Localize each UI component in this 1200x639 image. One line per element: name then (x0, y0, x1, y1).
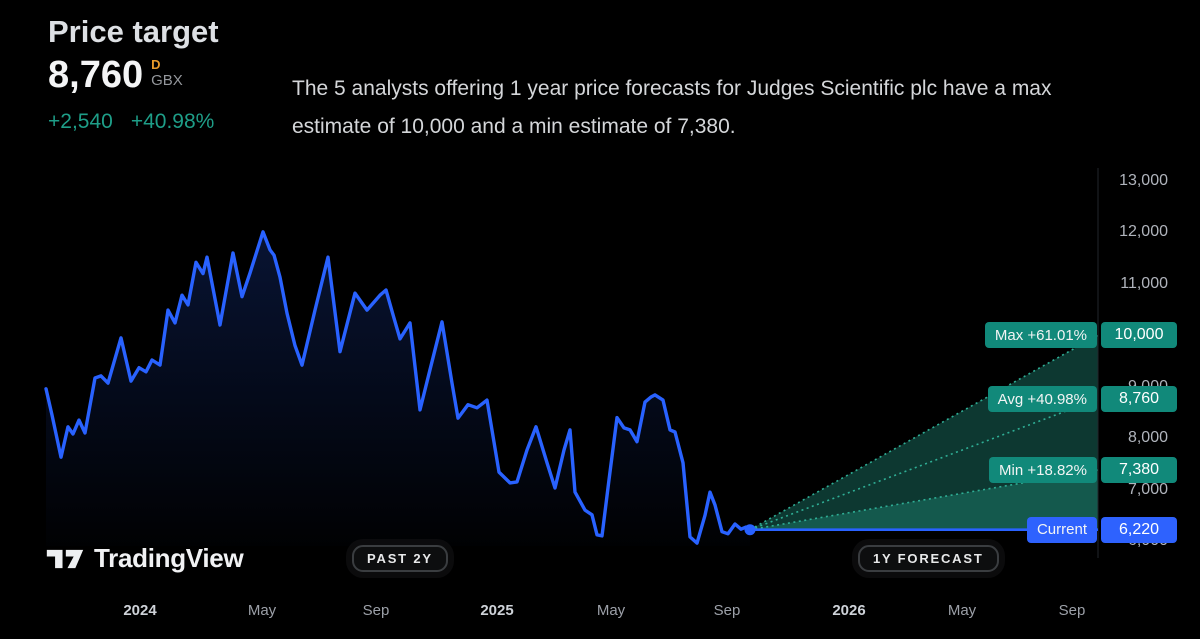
x-axis-tick: Sep (362, 602, 390, 619)
price-flags: D GBX (151, 57, 183, 90)
page-title: Price target (48, 14, 219, 49)
price-change-row: +2,540 +40.98% (48, 110, 214, 134)
min-target-badge: Min +18.82% (989, 457, 1097, 484)
x-axis-tick: May (247, 602, 277, 619)
x-axis-tick: 2024 (123, 602, 157, 619)
x-axis-tick: 2026 (832, 602, 866, 619)
price-target-row: 8,760 D GBX (48, 56, 183, 94)
avg-axis-badge: 8,760 (1101, 386, 1177, 413)
tradingview-logo-text: TradingView (94, 543, 244, 573)
y-axis-tick: 12,000 (1119, 223, 1168, 241)
change-percent: +40.98% (130, 110, 215, 133)
current-price-badge: Current (1026, 516, 1097, 543)
currency-label: GBX (151, 72, 183, 89)
x-axis-tick: 2025 (480, 602, 514, 619)
price-target-value: 8,760 (48, 54, 144, 96)
avg-target-badge: Avg +40.98% (987, 386, 1097, 413)
y-axis-tick: 11,000 (1120, 274, 1168, 292)
y-axis-tick: 7,000 (1127, 480, 1168, 498)
max-axis-badge: 10,000 (1101, 322, 1177, 349)
tradingview-logo-icon (46, 549, 84, 568)
min-axis-badge: 7,380 (1101, 457, 1177, 484)
delayed-data-flag[interactable]: D (151, 57, 161, 72)
forecast-range-pill[interactable]: 1Y FORECAST (858, 545, 999, 572)
avg-target-label: Avg +40.98% (997, 390, 1087, 408)
max-target-label: Max +61.01% (994, 326, 1087, 344)
x-axis-tick: May (947, 602, 977, 619)
min-target-label: Min +18.82% (999, 461, 1087, 479)
max-target-badge: Max +61.01% (984, 322, 1097, 349)
past-range-pill[interactable]: PAST 2Y (352, 545, 448, 572)
analyst-summary-line-2: estimate of 10,000 and a min estimate of… (292, 115, 736, 138)
y-axis-tick: 13,000 (1119, 172, 1168, 189)
analyst-summary-line-1: The 5 analysts offering 1 year price for… (292, 77, 1052, 100)
x-axis-tick: Sep (713, 602, 741, 619)
analyst-summary: The 5 analysts offering 1 year price for… (292, 70, 1052, 146)
x-axis-tick: May (596, 602, 626, 619)
current-price-label: Current (1036, 521, 1087, 539)
tradingview-logo[interactable]: TradingView (46, 543, 244, 574)
change-absolute: +2,540 (48, 110, 113, 133)
y-axis-tick: 8,000 (1127, 429, 1168, 447)
current-axis-badge: 6,220 (1101, 516, 1177, 543)
x-axis-tick: Sep (1058, 602, 1086, 619)
